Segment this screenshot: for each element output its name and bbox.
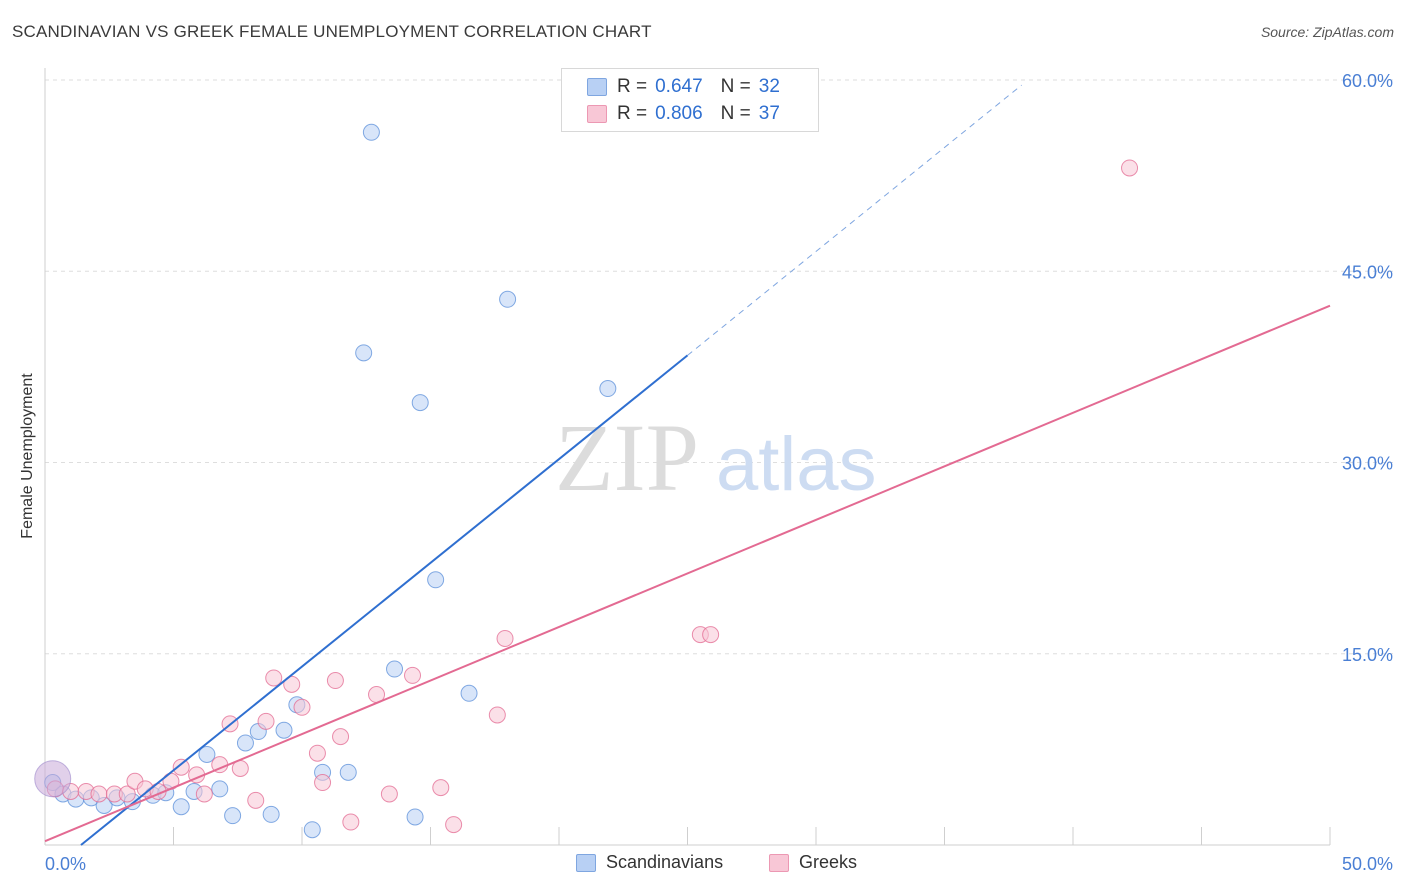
scandinavian-point (427, 571, 445, 589)
greek-point (326, 672, 344, 690)
greek-point (404, 666, 422, 684)
watermark-zip: ZIP (555, 404, 699, 511)
scandinavian-trend-line (80, 354, 689, 846)
greek-point (195, 785, 213, 803)
x-tick-label: 50.0% (1342, 854, 1393, 874)
scandinavian-point (599, 380, 617, 398)
greek-point (247, 791, 265, 809)
n-value: 32 (758, 76, 780, 97)
n-label: N = (720, 103, 751, 124)
y-tick-label: 30.0% (1342, 454, 1393, 474)
legend-label: Greeks (799, 852, 858, 872)
source-label: Source: ZipAtlas.com (1260, 24, 1394, 40)
greek-point (702, 626, 720, 644)
legend-swatch-pink (587, 105, 607, 123)
chart-title: SCANDINAVIAN VS GREEK FEMALE UNEMPLOYMEN… (12, 22, 652, 41)
greek-point (118, 785, 136, 803)
legend-swatch-pink (769, 853, 789, 872)
greek-point (380, 785, 398, 803)
legend-item-scandinavians[interactable]: Scandinavians (576, 852, 723, 873)
axes (44, 68, 1331, 846)
greek-point (496, 629, 514, 647)
y-tick-label: 60.0% (1342, 71, 1393, 91)
legend-item-greeks[interactable]: Greeks (769, 852, 857, 873)
r-label: R = (617, 103, 648, 124)
greek-point (90, 785, 108, 803)
scandinavian-point (172, 798, 190, 816)
greek-point (257, 712, 275, 730)
scandinavian-point (224, 807, 242, 825)
y-tick-label: 15.0% (1342, 645, 1393, 665)
scandinavian-point (303, 821, 321, 839)
scandinavian-point (198, 745, 216, 763)
scandinavian-point (262, 805, 280, 823)
greek-point (172, 758, 190, 776)
series-legend: Scandinavians Greeks (0, 852, 1406, 878)
r-value: 0.806 (655, 103, 703, 124)
n-value: 37 (758, 103, 780, 124)
greek-trend-line (44, 304, 1331, 843)
greek-point (342, 813, 360, 831)
greek-point (445, 816, 463, 834)
y-tick-label: 45.0% (1342, 262, 1393, 282)
n-label: N = (720, 76, 751, 97)
legend-swatch-blue (587, 78, 607, 96)
greek-point (265, 669, 283, 687)
scandinavian-point (211, 780, 229, 798)
grid-lines (45, 79, 1394, 655)
greek-point (432, 779, 450, 797)
scandinavian-point (499, 290, 517, 308)
r-value: 0.647 (655, 76, 703, 97)
watermark-atlas: atlas (716, 422, 877, 507)
scandinavian-point (275, 721, 293, 739)
scandinavian-point (460, 684, 478, 702)
scandinavian-point (355, 344, 373, 362)
x-tick-label: 0.0% (45, 854, 86, 874)
scandinavian-point (236, 734, 254, 752)
greek-point (308, 744, 326, 762)
greek-point (293, 698, 311, 716)
r-label: R = (617, 76, 648, 97)
greek-point (1121, 159, 1139, 177)
scandinavian-point (386, 660, 404, 678)
stats-legend: R = 0.647 N = 32 R = 0.806 N = 37 (561, 68, 819, 132)
greek-point (332, 728, 350, 746)
scandinavian-point (411, 394, 429, 412)
tick-labels: 15.0% 30.0% 45.0% 60.0% 0.0% 50.0% (45, 71, 1393, 874)
greek-point (283, 675, 301, 693)
data-points (34, 123, 1139, 839)
cluster-point (34, 760, 72, 798)
scandinavian-point (406, 808, 424, 826)
trend-lines (44, 84, 1331, 846)
legend-swatch-blue (576, 853, 596, 872)
scandinavian-point (362, 123, 380, 141)
legend-label: Scandinavians (606, 852, 724, 872)
greek-point (488, 706, 506, 724)
legend-row-greeks: R = 0.806 N = 37 (587, 102, 780, 126)
scandinavian-trend-extension (687, 84, 1022, 356)
legend-row-scandinavians: R = 0.647 N = 32 (587, 75, 780, 99)
scandinavian-point (339, 763, 357, 781)
greek-point (314, 774, 332, 792)
